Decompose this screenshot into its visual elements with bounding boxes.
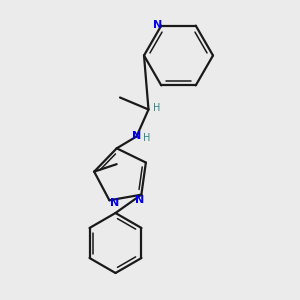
Text: H: H	[143, 133, 150, 143]
Text: N: N	[153, 20, 162, 30]
Text: N: N	[110, 198, 119, 208]
Text: N: N	[135, 195, 145, 205]
Text: H: H	[153, 103, 161, 113]
Text: N: N	[133, 130, 142, 141]
